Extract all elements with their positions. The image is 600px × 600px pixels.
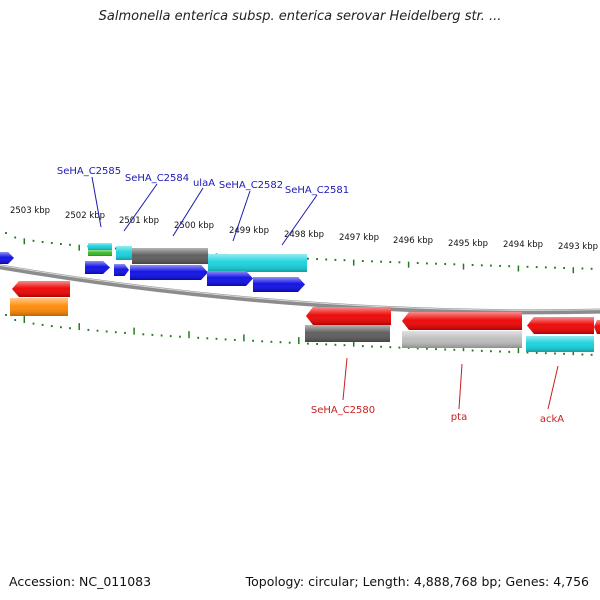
gene-feature[interactable]	[253, 277, 305, 292]
gene-feature[interactable]	[88, 243, 112, 250]
kbp-scale-labels: 2503 kbp 2502 kbp 2501 kbp 2500 kbp 2499…	[10, 206, 598, 252]
gene-feature[interactable]	[207, 271, 253, 286]
kbp-label: 2502 kbp	[65, 211, 105, 221]
kbp-label: 2495 kbp	[448, 239, 488, 249]
accession-label: Accession: NC_011083	[9, 574, 152, 589]
gene-feature[interactable]	[305, 325, 390, 342]
gene-label[interactable]: ackA	[540, 414, 564, 425]
gene-label[interactable]: SeHA_C2585	[57, 166, 121, 177]
kbp-label: 2503 kbp	[10, 206, 50, 216]
kbp-label: 2501 kbp	[119, 216, 159, 226]
gene-label[interactable]: pta	[451, 412, 467, 423]
gene-feature[interactable]	[12, 281, 70, 297]
gene-feature[interactable]	[594, 320, 600, 334]
gene-label[interactable]: SeHA_C2580	[311, 405, 375, 416]
gene-label-leaders	[91, 176, 559, 410]
leader-line	[458, 363, 463, 410]
gene-feature[interactable]	[85, 261, 110, 274]
kbp-label: 2498 kbp	[284, 230, 324, 240]
gene-feature[interactable]	[114, 264, 129, 276]
kbp-label: 2493 kbp	[558, 242, 598, 252]
kbp-label: 2499 kbp	[229, 226, 269, 236]
leader-line	[342, 357, 348, 401]
gene-feature[interactable]	[526, 336, 594, 352]
gene-label[interactable]: ulaA	[193, 178, 215, 189]
gene-feature[interactable]	[0, 252, 14, 264]
leader-line	[123, 183, 158, 232]
gene-features	[0, 243, 600, 352]
leader-line	[281, 194, 318, 246]
backbone-circle	[0, 264, 600, 315]
leader-line	[91, 176, 102, 228]
kbp-label: 2497 kbp	[339, 233, 379, 243]
gene-label[interactable]: SeHA_C2581	[285, 185, 349, 196]
gene-feature[interactable]	[306, 307, 391, 325]
gene-feature[interactable]	[208, 254, 307, 272]
gene-label[interactable]: SeHA_C2582	[219, 180, 283, 191]
gene-feature[interactable]	[88, 250, 112, 256]
gene-feature[interactable]	[402, 312, 522, 330]
gene-label[interactable]: SeHA_C2584	[125, 173, 189, 184]
gene-labels: SeHA_C2585 SeHA_C2584 ulaA SeHA_C2582 Se…	[57, 166, 564, 425]
leader-line	[547, 365, 559, 410]
gene-feature[interactable]	[130, 265, 208, 280]
gene-feature[interactable]	[402, 331, 522, 348]
backbone-highlight	[0, 264, 600, 311]
leader-line	[172, 187, 204, 237]
gene-feature[interactable]	[116, 246, 132, 260]
kbp-label: 2496 kbp	[393, 236, 433, 246]
leader-line	[232, 190, 251, 242]
kbp-label: 2494 kbp	[503, 240, 543, 250]
gene-feature[interactable]	[527, 317, 594, 334]
gene-feature[interactable]	[132, 248, 208, 264]
gene-feature[interactable]	[10, 298, 68, 316]
map-title: Salmonella enterica subsp. enterica sero…	[98, 9, 502, 24]
kbp-label: 2500 kbp	[174, 221, 214, 231]
topology-label: Topology: circular; Length: 4,888,768 bp…	[245, 574, 589, 589]
